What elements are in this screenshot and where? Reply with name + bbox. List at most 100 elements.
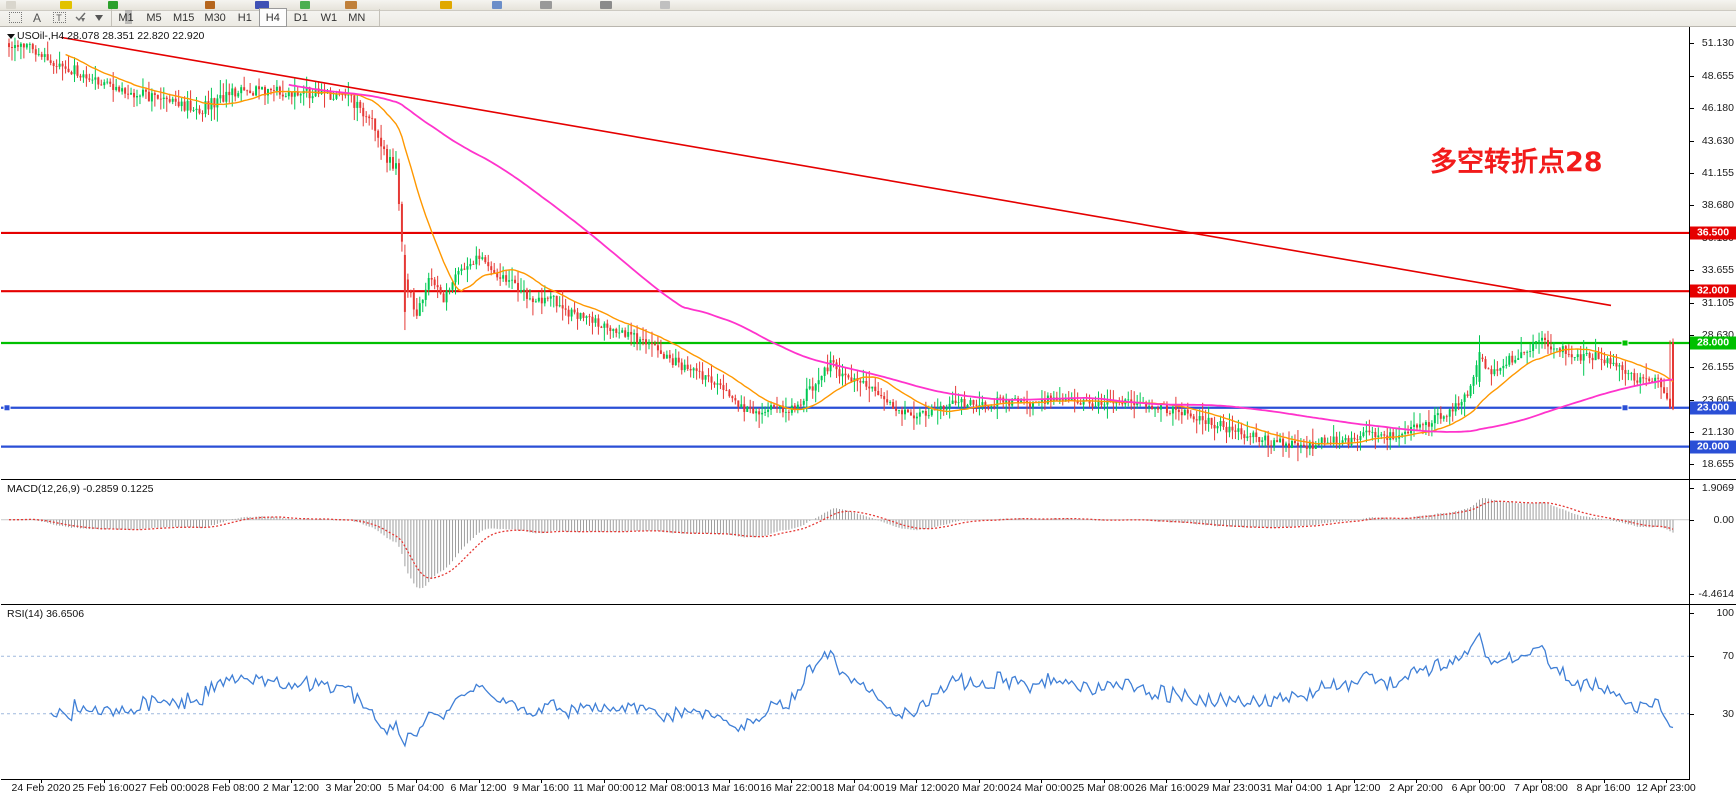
chart-area[interactable]: USOil-,H4 28.078 28.351 22.820 22.920 多空… [0,27,1736,797]
shapes-icon[interactable] [70,8,92,27]
macd-label: MACD(12,26,9) -0.2859 0.1225 [7,483,154,495]
date-axis-label: 7 Apr 08:00 [1514,782,1568,794]
date-axis-tick [1416,780,1417,783]
date-axis-tick [1478,780,1480,783]
label-t-icon[interactable]: T [48,8,70,27]
price-axis-label: 48.655 [1701,69,1734,82]
timeframe-list-glyph [124,10,132,24]
date-axis-tick [353,780,355,783]
macd-axis-tick [1690,594,1694,595]
timeframe-m5[interactable]: M5 [146,11,162,24]
timeframe-m30[interactable]: M30 [204,11,226,24]
price-axis[interactable]: 51.13048.65546.18043.63041.15538.68036.1… [1689,27,1736,479]
crosshair-f-icon[interactable] [4,8,26,27]
price-level-badge-20-000[interactable]: 20.000 [1690,440,1736,454]
price-level-badge-28-000[interactable]: 28.000 [1690,336,1736,350]
indicators-icon[interactable] [540,1,552,9]
date-axis-label: 9 Mar 16:00 [512,782,570,794]
rsi-pane[interactable]: RSI(14) 36.6506 100 70 30 [1,605,1736,779]
price-axis-tick [1690,302,1694,304]
date-axis-tick [916,780,917,783]
templates-icon[interactable] [600,1,612,9]
timeframe-list-icon[interactable] [117,8,139,27]
macd-pane[interactable]: MACD(12,26,9) -0.2859 0.1225 1.9069 0.00 -… [1,480,1736,604]
timeframe-h1[interactable]: H1 [237,11,252,24]
text-a-icon[interactable]: A [32,10,41,25]
date-axis-label: 12 Mar 08:00 [635,782,697,794]
symbol-collapse-icon[interactable] [7,33,15,39]
timeframe-d1[interactable]: D1 [293,11,308,24]
line-chart-icon[interactable] [255,1,269,9]
timeframe-mn[interactable]: MN [348,11,366,24]
date-axis-label: 29 Mar 23:00 [1197,782,1260,794]
date-axis-tick [1603,780,1605,783]
price-axis-tick [1690,334,1694,336]
macd-axis-tick [1690,519,1694,521]
rsi-label: RSI(14) 36.6506 [7,608,85,620]
price-axis-tick [1690,204,1694,206]
date-axis-label: 13 Mar 16:00 [697,782,760,794]
price-axis-tick [1690,43,1694,45]
rsi-axis-tick [1690,656,1694,658]
toolbar-divider-end [378,9,380,26]
price-axis-tick [1690,464,1694,466]
expert-advisors-icon[interactable] [660,1,670,9]
rsi-axis: 100 70 30 [1689,605,1736,779]
dropdown-arrow-icon[interactable] [92,8,106,27]
date-axis-label: 16 Mar 22:00 [760,782,822,794]
date-axis-tick [478,780,480,783]
price-axis-label: 31.105 [1701,296,1734,309]
bar-chart-icon[interactable] [205,1,215,9]
macd-axis-tick [1690,488,1694,489]
price-level-badge-23-000[interactable]: 23.000 [1690,401,1736,415]
date-axis-tick [103,780,105,783]
date-axis-tick [1541,780,1542,783]
price-axis-label: 41.155 [1701,166,1734,179]
zoom-icon[interactable] [345,1,357,9]
shift-icon[interactable] [492,1,502,9]
price-level-badge-36-500[interactable]: 36.500 [1690,226,1736,240]
price-chart-canvas [1,36,1690,462]
price-axis-tick [1690,269,1694,271]
date-axis-tick [291,780,292,783]
date-axis-tick [853,780,855,783]
timeframe-h4[interactable]: H4 [258,8,287,27]
date-axis-tick [1228,780,1230,783]
pane-separator-2 [1,604,1736,605]
price-axis-label: 26.155 [1701,360,1734,373]
price-axis-label: 18.655 [1701,458,1734,471]
price-axis-label: 21.130 [1701,425,1734,438]
rsi-axis-tick [1690,613,1694,614]
toolbar-upper-strip [0,0,1736,11]
macd-axis-label: 0.00 [1713,513,1734,526]
crosshair-f-glyph [8,12,22,23]
timeframe-m1[interactable]: M1 [118,11,134,24]
timeframe-m15[interactable]: M15 [173,11,195,24]
date-axis-label: 28 Feb 08:00 [197,782,260,794]
price-level-badge-32-000[interactable]: 32.000 [1690,284,1736,298]
cursor-yellow-icon[interactable] [60,1,72,9]
date-axis-tick [978,780,980,783]
date-axis-label: 3 Mar 20:00 [325,782,382,794]
timeframe-w1[interactable]: W1 [320,11,338,24]
price-axis-tick [1690,431,1694,433]
macd-chart-canvas [1,498,1690,589]
green-square-icon[interactable] [108,1,118,9]
date-axis-tick [416,780,417,783]
label-t-glyph: T [52,12,66,23]
pane-separator-1 [1,479,1736,480]
grid-icon[interactable] [6,1,16,9]
macd-axis-label: 1.9069 [1701,482,1734,494]
price-axis-label: 51.130 [1701,37,1734,50]
autoscroll-icon[interactable] [440,1,452,9]
rsi-chart-canvas [1,631,1690,748]
macd-axis: 1.9069 0.00 -4.4614 [1689,480,1736,604]
date-axis[interactable]: 24 Feb 2020 25 Feb 16:00 27 Feb 00:00 28 Fe… [1,779,1696,797]
candle-chart-icon[interactable] [300,1,310,9]
price-pane[interactable]: USOil-,H4 28.078 28.351 22.820 22.920 多空… [1,27,1736,479]
date-axis-label: 27 Feb 00:00 [135,782,197,794]
rsi-axis-label: 30 [1722,707,1734,720]
main-toolbar: A T M1 M5 M15 M [0,0,1736,27]
date-axis-label: 19 Mar 12:00 [885,782,947,794]
price-axis-label: 38.680 [1701,198,1734,211]
